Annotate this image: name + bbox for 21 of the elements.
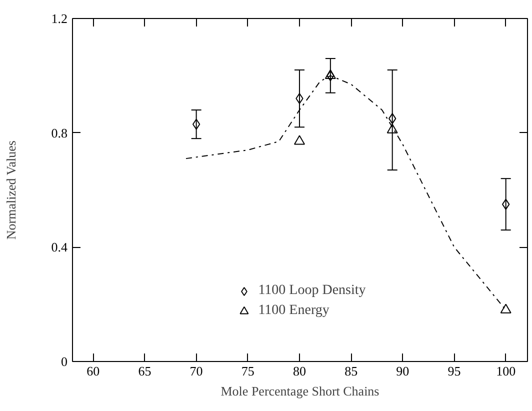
x-tick-label: 70 — [190, 364, 203, 378]
legend-label: 1100 Loop Density — [258, 283, 366, 299]
legend-label: 1100 Energy — [258, 303, 330, 319]
x-axis-title: Mole Percentage Short Chains — [220, 384, 380, 398]
x-tick-label: 60 — [86, 364, 100, 378]
point — [192, 118, 200, 130]
point — [386, 124, 398, 134]
x-tick-label: 80 — [292, 364, 306, 378]
x-tick-label: 100 — [496, 364, 516, 378]
x-tick-label: 75 — [241, 364, 254, 378]
x-tick-label: 90 — [396, 364, 410, 378]
point — [294, 135, 305, 145]
y-tick-label: 0.4 — [51, 240, 68, 255]
y-axis-title: Normalized Values — [3, 140, 18, 240]
x-tick-label: 65 — [138, 364, 152, 378]
x-tick-label: 85 — [344, 364, 358, 378]
y-tick-label: 1.2 — [51, 11, 68, 26]
point — [500, 304, 512, 314]
y-tick-label: 0 — [61, 354, 68, 369]
y-tick-label: 0.8 — [51, 125, 68, 140]
x-tick-label: 95 — [448, 364, 461, 378]
